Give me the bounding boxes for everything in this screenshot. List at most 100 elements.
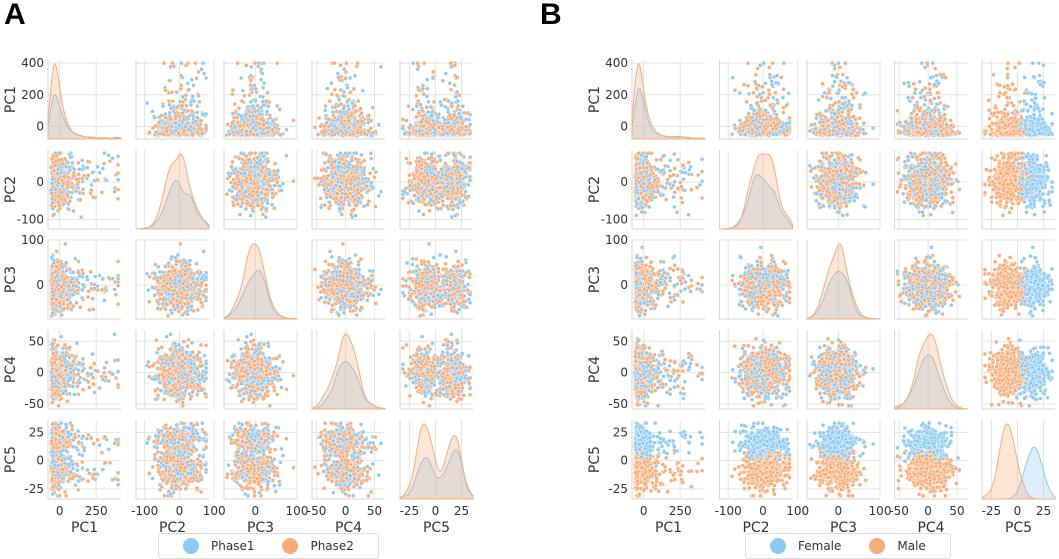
point-phase2 — [272, 206, 276, 210]
point-phase2 — [417, 111, 421, 115]
point-phase2 — [266, 131, 270, 135]
point-phase2 — [450, 127, 454, 131]
point-phase1 — [258, 112, 262, 116]
point-phase1 — [411, 61, 415, 65]
point-phase2 — [332, 61, 336, 65]
point-phase1 — [201, 61, 205, 65]
point-phase2 — [77, 172, 81, 176]
kde-phase2 — [136, 154, 209, 229]
point-phase2 — [230, 165, 234, 169]
point-phase1 — [456, 99, 460, 103]
point-phase2 — [253, 109, 257, 113]
point-phase1 — [261, 86, 265, 90]
point-phase2 — [466, 111, 470, 115]
point-phase1 — [330, 81, 334, 85]
cell-pc1-vs-pc4 — [312, 60, 385, 139]
point-phase2 — [167, 99, 171, 103]
point-phase2 — [449, 88, 453, 92]
point-phase2 — [182, 118, 186, 122]
point-phase1 — [243, 190, 247, 194]
point-phase2 — [458, 132, 462, 136]
point-phase2 — [275, 61, 279, 65]
point-phase2 — [344, 61, 348, 65]
point-phase1 — [420, 120, 424, 124]
point-phase2 — [421, 114, 425, 118]
point-phase1 — [116, 154, 120, 158]
cell-pc1-vs-pc1: 0200400PC1 — [3, 56, 121, 139]
point-phase2 — [245, 133, 249, 137]
point-phase2 — [333, 132, 337, 136]
point-phase1 — [425, 78, 429, 82]
point-phase2 — [268, 179, 272, 183]
point-phase2 — [343, 76, 347, 80]
point-phase2 — [401, 117, 405, 121]
point-phase2 — [351, 132, 355, 136]
point-phase2 — [116, 163, 120, 167]
point-phase2 — [256, 186, 260, 190]
point-phase1 — [437, 112, 441, 116]
point-phase2 — [190, 109, 194, 113]
point-phase1 — [85, 166, 89, 170]
point-phase1 — [244, 207, 248, 211]
point-phase2 — [86, 160, 90, 164]
point-phase2 — [96, 178, 100, 182]
point-phase1 — [450, 101, 454, 105]
point-phase2 — [59, 190, 63, 194]
point-phase2 — [421, 87, 425, 91]
point-phase1 — [101, 167, 105, 171]
point-phase2 — [91, 195, 95, 199]
point-phase2 — [339, 88, 343, 92]
y-tick-label: 0 — [36, 175, 44, 189]
point-phase2 — [236, 120, 240, 124]
point-phase2 — [249, 203, 253, 207]
point-phase1 — [79, 215, 83, 219]
point-phase2 — [167, 91, 171, 95]
point-phase1 — [189, 103, 193, 107]
point-phase2 — [356, 99, 360, 103]
point-phase1 — [342, 125, 346, 129]
point-phase2 — [273, 162, 277, 166]
point-phase1 — [457, 112, 461, 116]
cell-pc1-vs-pc2 — [136, 60, 214, 139]
point-phase1 — [331, 110, 335, 114]
point-phase2 — [259, 117, 263, 121]
point-phase2 — [164, 88, 168, 92]
point-phase2 — [116, 171, 120, 175]
point-phase1 — [345, 130, 349, 134]
point-phase1 — [181, 95, 185, 99]
point-phase2 — [333, 88, 337, 92]
point-phase1 — [262, 81, 266, 85]
y-tick-label: -100 — [17, 213, 44, 227]
point-phase1 — [416, 67, 420, 71]
point-phase2 — [162, 133, 166, 137]
point-phase1 — [274, 173, 278, 177]
point-phase1 — [234, 167, 238, 171]
point-phase2 — [182, 128, 186, 132]
point-phase2 — [229, 124, 233, 128]
point-phase1 — [445, 132, 449, 136]
point-phase2 — [59, 158, 63, 162]
point-phase1 — [266, 201, 270, 205]
point-phase1 — [177, 124, 181, 128]
point-phase1 — [345, 100, 349, 104]
point-phase1 — [161, 104, 165, 108]
point-phase1 — [333, 105, 337, 109]
point-phase2 — [248, 173, 252, 177]
point-phase2 — [455, 75, 459, 79]
point-phase1 — [446, 121, 450, 125]
point-phase2 — [243, 161, 247, 165]
point-phase2 — [254, 198, 258, 202]
point-phase2 — [251, 189, 255, 193]
point-phase2 — [425, 132, 429, 136]
point-phase2 — [457, 128, 461, 132]
point-phase1 — [256, 173, 260, 177]
point-phase1 — [178, 100, 182, 104]
point-phase2 — [100, 190, 104, 194]
point-phase1 — [354, 214, 358, 218]
point-phase1 — [259, 78, 263, 82]
point-phase2 — [422, 61, 426, 65]
point-phase2 — [63, 198, 67, 202]
point-phase2 — [181, 111, 185, 115]
point-phase1 — [151, 110, 155, 114]
point-phase2 — [255, 115, 259, 119]
